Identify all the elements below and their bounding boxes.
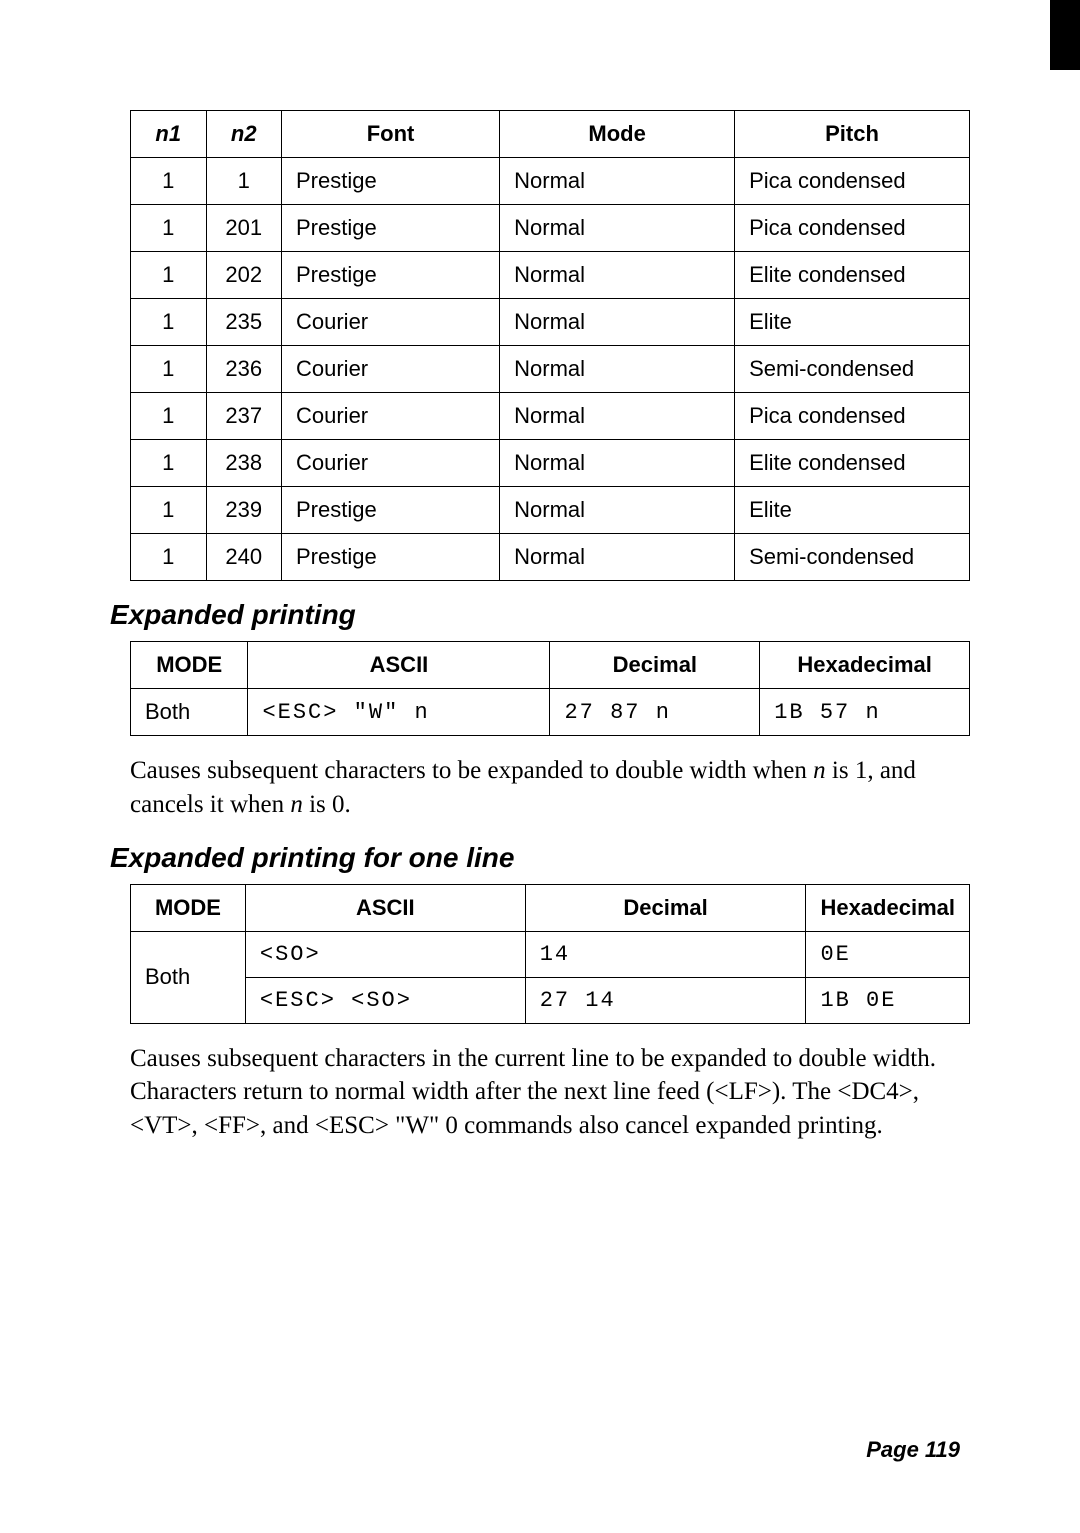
cell: 1 [131,252,207,299]
col-font: Font [282,111,500,158]
table-row: 1235CourierNormalElite [131,299,970,346]
cell-hex: 1B 57 n [760,689,970,736]
col-mode: MODE [131,884,246,931]
cell: Normal [500,487,735,534]
col-decimal: Decimal [525,884,806,931]
table-row: 11PrestigeNormalPica condensed [131,158,970,205]
cell: Prestige [282,534,500,581]
cell: 1 [131,534,207,581]
cell-hex: 0E [806,931,970,977]
cell: Normal [500,346,735,393]
cell: Elite [735,299,970,346]
col-pitch: Pitch [735,111,970,158]
table-row: 1238CourierNormalElite condensed [131,440,970,487]
col-n2: n2 [206,111,282,158]
table-row: Both <SO> 14 0E [131,931,970,977]
cell: Normal [500,252,735,299]
cell: 1 [131,346,207,393]
cell: Semi-condensed [735,534,970,581]
table-header-row: n1 n2 Font Mode Pitch [131,111,970,158]
cell: Elite [735,487,970,534]
cell-mode: Both [131,931,246,1023]
text-italic: n [290,791,303,818]
cell: Courier [282,299,500,346]
cell: 235 [206,299,282,346]
table-header-row: MODE ASCII Decimal Hexadecimal [131,884,970,931]
cell: Courier [282,346,500,393]
cell: Semi-condensed [735,346,970,393]
table-row: 1239PrestigeNormalElite [131,487,970,534]
table-header-row: MODE ASCII Decimal Hexadecimal [131,642,970,689]
cell: Pica condensed [735,158,970,205]
cell: 201 [206,205,282,252]
text: is 0. [303,791,351,818]
cell: Pica condensed [735,393,970,440]
cell-decimal: 27 14 [525,977,806,1023]
cell: 237 [206,393,282,440]
col-hex: Hexadecimal [760,642,970,689]
cell: 240 [206,534,282,581]
cell: 1 [206,158,282,205]
cell: 236 [206,346,282,393]
paragraph-expanded: Causes subsequent characters to be expan… [130,754,950,822]
cell-ascii: <ESC> <SO> [245,977,525,1023]
col-ascii: ASCII [248,642,550,689]
col-decimal: Decimal [550,642,760,689]
cell: Normal [500,534,735,581]
cell-ascii: <ESC> "W" n [248,689,550,736]
page-number: Page 119 [866,1437,960,1463]
col-ascii: ASCII [245,884,525,931]
cell: Prestige [282,158,500,205]
cell: 239 [206,487,282,534]
text: Causes subsequent characters to be expan… [130,757,813,784]
cell: Courier [282,393,500,440]
cell-decimal: 27 87 n [550,689,760,736]
expanded-printing-table: MODE ASCII Decimal Hexadecimal Both <ESC… [130,641,970,736]
paragraph-expanded-one-line: Causes subsequent characters in the curr… [130,1042,950,1143]
table-row: Both <ESC> "W" n 27 87 n 1B 57 n [131,689,970,736]
cell: Prestige [282,487,500,534]
cell: Normal [500,299,735,346]
section-title-expanded: Expanded printing [110,599,970,631]
cell-ascii: <SO> [245,931,525,977]
cell: Normal [500,158,735,205]
cell-hex: 1B 0E [806,977,970,1023]
cell: 1 [131,299,207,346]
table-row: 1202PrestigeNormalElite condensed [131,252,970,299]
col-hex: Hexadecimal [806,884,970,931]
cell: 1 [131,205,207,252]
cell: Prestige [282,252,500,299]
font-mode-table: n1 n2 Font Mode Pitch 11PrestigeNormalPi… [130,110,970,581]
table-row: 1240PrestigeNormalSemi-condensed [131,534,970,581]
cell: Courier [282,440,500,487]
cell: Prestige [282,205,500,252]
table-row: 1201PrestigeNormalPica condensed [131,205,970,252]
cell-decimal: 14 [525,931,806,977]
cell: Normal [500,205,735,252]
text-italic: n [813,757,826,784]
cell: 1 [131,158,207,205]
table-row: <ESC> <SO> 27 14 1B 0E [131,977,970,1023]
cell: Normal [500,393,735,440]
table-row: 1236CourierNormalSemi-condensed [131,346,970,393]
cell: 1 [131,440,207,487]
cell: 202 [206,252,282,299]
expanded-one-line-table: MODE ASCII Decimal Hexadecimal Both <SO>… [130,884,970,1024]
section-title-expanded-one-line: Expanded printing for one line [110,842,970,874]
cell: Elite condensed [735,440,970,487]
col-mode: MODE [131,642,248,689]
cell: Elite condensed [735,252,970,299]
cell: 238 [206,440,282,487]
col-mode: Mode [500,111,735,158]
cell: 1 [131,487,207,534]
cell: 1 [131,393,207,440]
col-n1: n1 [131,111,207,158]
cell: Normal [500,440,735,487]
page-content: n1 n2 Font Mode Pitch 11PrestigeNormalPi… [0,0,1080,1533]
cell: Pica condensed [735,205,970,252]
table-row: 1237CourierNormalPica condensed [131,393,970,440]
cell-mode: Both [131,689,248,736]
